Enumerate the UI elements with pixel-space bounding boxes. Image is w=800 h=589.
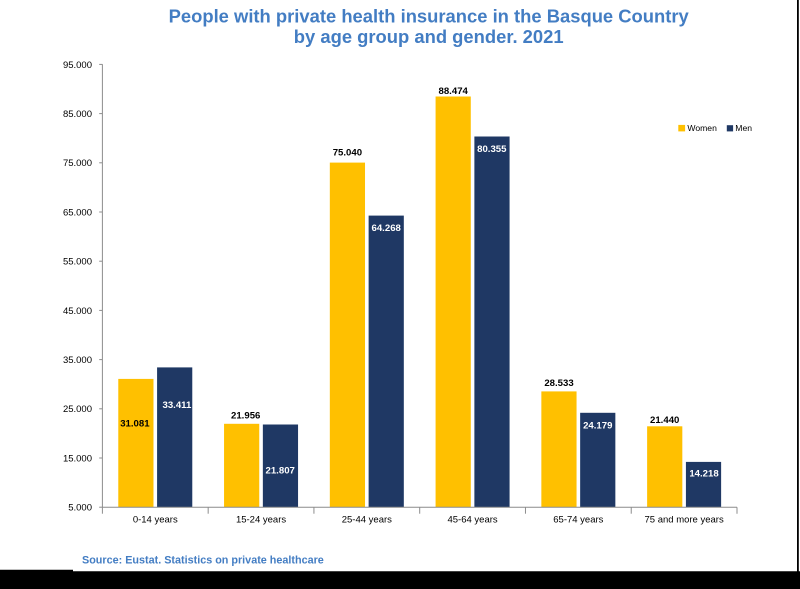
svg-text:People with private health ins: People with private health insurance in … bbox=[169, 6, 690, 27]
svg-text:75.000: 75.000 bbox=[63, 158, 92, 169]
svg-text:0-14 years: 0-14 years bbox=[133, 515, 178, 526]
svg-text:21.440: 21.440 bbox=[650, 415, 679, 426]
svg-text:Men: Men bbox=[735, 123, 752, 133]
svg-text:45-64 years: 45-64 years bbox=[447, 515, 497, 526]
svg-text:by age group and gender. 2021: by age group and gender. 2021 bbox=[294, 26, 564, 47]
svg-text:Women: Women bbox=[687, 123, 717, 133]
svg-text:24.179: 24.179 bbox=[583, 421, 612, 432]
svg-text:75 and more years: 75 and more years bbox=[645, 515, 724, 526]
svg-text:35.000: 35.000 bbox=[63, 355, 92, 366]
svg-text:65-74 years: 65-74 years bbox=[553, 515, 603, 526]
svg-text:80.355: 80.355 bbox=[477, 144, 507, 155]
svg-text:15.000: 15.000 bbox=[63, 453, 92, 464]
svg-text:55.000: 55.000 bbox=[63, 257, 92, 268]
svg-text:88.474: 88.474 bbox=[439, 86, 469, 97]
svg-text:15-24 years: 15-24 years bbox=[236, 515, 286, 526]
svg-text:33.411: 33.411 bbox=[162, 400, 191, 411]
svg-text:95.000: 95.000 bbox=[63, 60, 92, 71]
svg-text:25-44 years: 25-44 years bbox=[342, 515, 392, 526]
svg-text:5.000: 5.000 bbox=[68, 503, 92, 514]
svg-text:64.268: 64.268 bbox=[372, 223, 402, 234]
svg-text:75.040: 75.040 bbox=[333, 147, 362, 158]
svg-text:21.956: 21.956 bbox=[231, 410, 260, 421]
svg-text:28.533: 28.533 bbox=[544, 378, 573, 389]
svg-text:25.000: 25.000 bbox=[63, 404, 92, 415]
svg-text:14.218: 14.218 bbox=[689, 469, 719, 480]
svg-text:31.081: 31.081 bbox=[120, 418, 150, 429]
svg-text:Source: Eustat. Statistics on: Source: Eustat. Statistics on private he… bbox=[82, 554, 324, 566]
svg-text:65.000: 65.000 bbox=[63, 207, 92, 218]
svg-text:21.807: 21.807 bbox=[266, 465, 295, 476]
svg-text:45.000: 45.000 bbox=[63, 306, 92, 317]
svg-text:85.000: 85.000 bbox=[63, 109, 92, 120]
